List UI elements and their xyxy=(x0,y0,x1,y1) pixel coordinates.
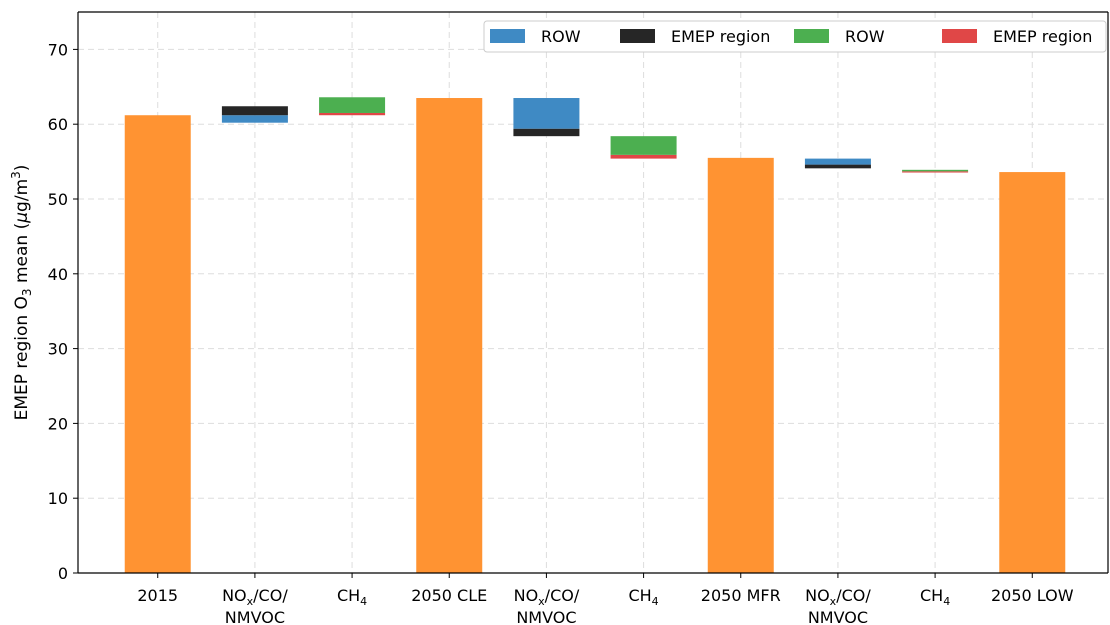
y-tick-label: 40 xyxy=(48,265,68,284)
bar-layer xyxy=(124,97,1066,574)
grid-layer xyxy=(78,12,1108,574)
bar-segment-row-blue xyxy=(221,115,288,123)
x-tick-label: NMVOC xyxy=(516,608,576,625)
x-tick-label: NOx/CO/ xyxy=(514,586,580,608)
bar-segment-total xyxy=(707,157,774,574)
x-tick-label: CH4 xyxy=(337,586,367,608)
legend-label: ROW xyxy=(845,27,885,46)
bar-segment-total xyxy=(416,98,483,574)
bar-segment-emep-black xyxy=(513,128,580,137)
bar-segment-emep-red xyxy=(610,154,677,159)
legend-swatch xyxy=(942,29,977,43)
x-tick-label: 2050 CLE xyxy=(411,586,487,605)
x-tick-label: CH4 xyxy=(920,586,950,608)
x-tick-label: NMVOC xyxy=(808,608,868,625)
bar-segment-total xyxy=(999,172,1066,573)
legend-swatch xyxy=(620,29,655,43)
bar-segment-emep-red xyxy=(902,171,969,173)
legend: ROW EMEP region ROW EMEP region xyxy=(483,20,1107,53)
x-tick-label: NOx/CO/ xyxy=(222,586,288,608)
legend-label: EMEP region xyxy=(671,27,770,46)
legend-label: ROW xyxy=(541,27,581,46)
bar-segment-emep-red xyxy=(319,112,386,116)
bar-segment-row-green xyxy=(319,97,386,113)
x-tick-label: CH4 xyxy=(628,586,658,608)
bar-segment-emep-black xyxy=(804,164,871,169)
x-tick-label: NOx/CO/ xyxy=(805,586,871,608)
y-tick-label: 10 xyxy=(48,489,68,508)
legend-label: EMEP region xyxy=(993,27,1092,46)
y-tick-label: 70 xyxy=(48,40,68,59)
bar-segment-emep-black xyxy=(221,106,288,116)
legend-swatch xyxy=(794,29,829,43)
bar-segment-row-blue xyxy=(804,158,871,165)
legend-swatch xyxy=(490,29,525,43)
y-tick-label: 20 xyxy=(48,414,68,433)
axis-layer xyxy=(73,11,1109,578)
label-layer: 0 10 20 30 40 50 60 70 2015 NOx/CO/NMVOC CH4 2050 C… xyxy=(9,40,1074,625)
bar-segment-row-green xyxy=(610,136,677,155)
x-tick-label: 2050 LOW xyxy=(991,586,1074,605)
bar-segment-row-green xyxy=(902,169,969,172)
y-tick-label: 50 xyxy=(48,190,68,209)
y-tick-label: 30 xyxy=(48,340,68,359)
x-tick-label: NMVOC xyxy=(225,608,285,625)
y-tick-label: 60 xyxy=(48,115,68,134)
x-tick-label: 2015 xyxy=(137,586,178,605)
y-tick-label: 0 xyxy=(58,564,68,583)
bar-segment-total xyxy=(124,115,191,573)
y-axis-label: EMEP region O3 mean (μg/m3) xyxy=(9,165,34,421)
bar-segment-row-blue xyxy=(513,98,580,129)
x-tick-label: 2050 MFR xyxy=(701,586,781,605)
